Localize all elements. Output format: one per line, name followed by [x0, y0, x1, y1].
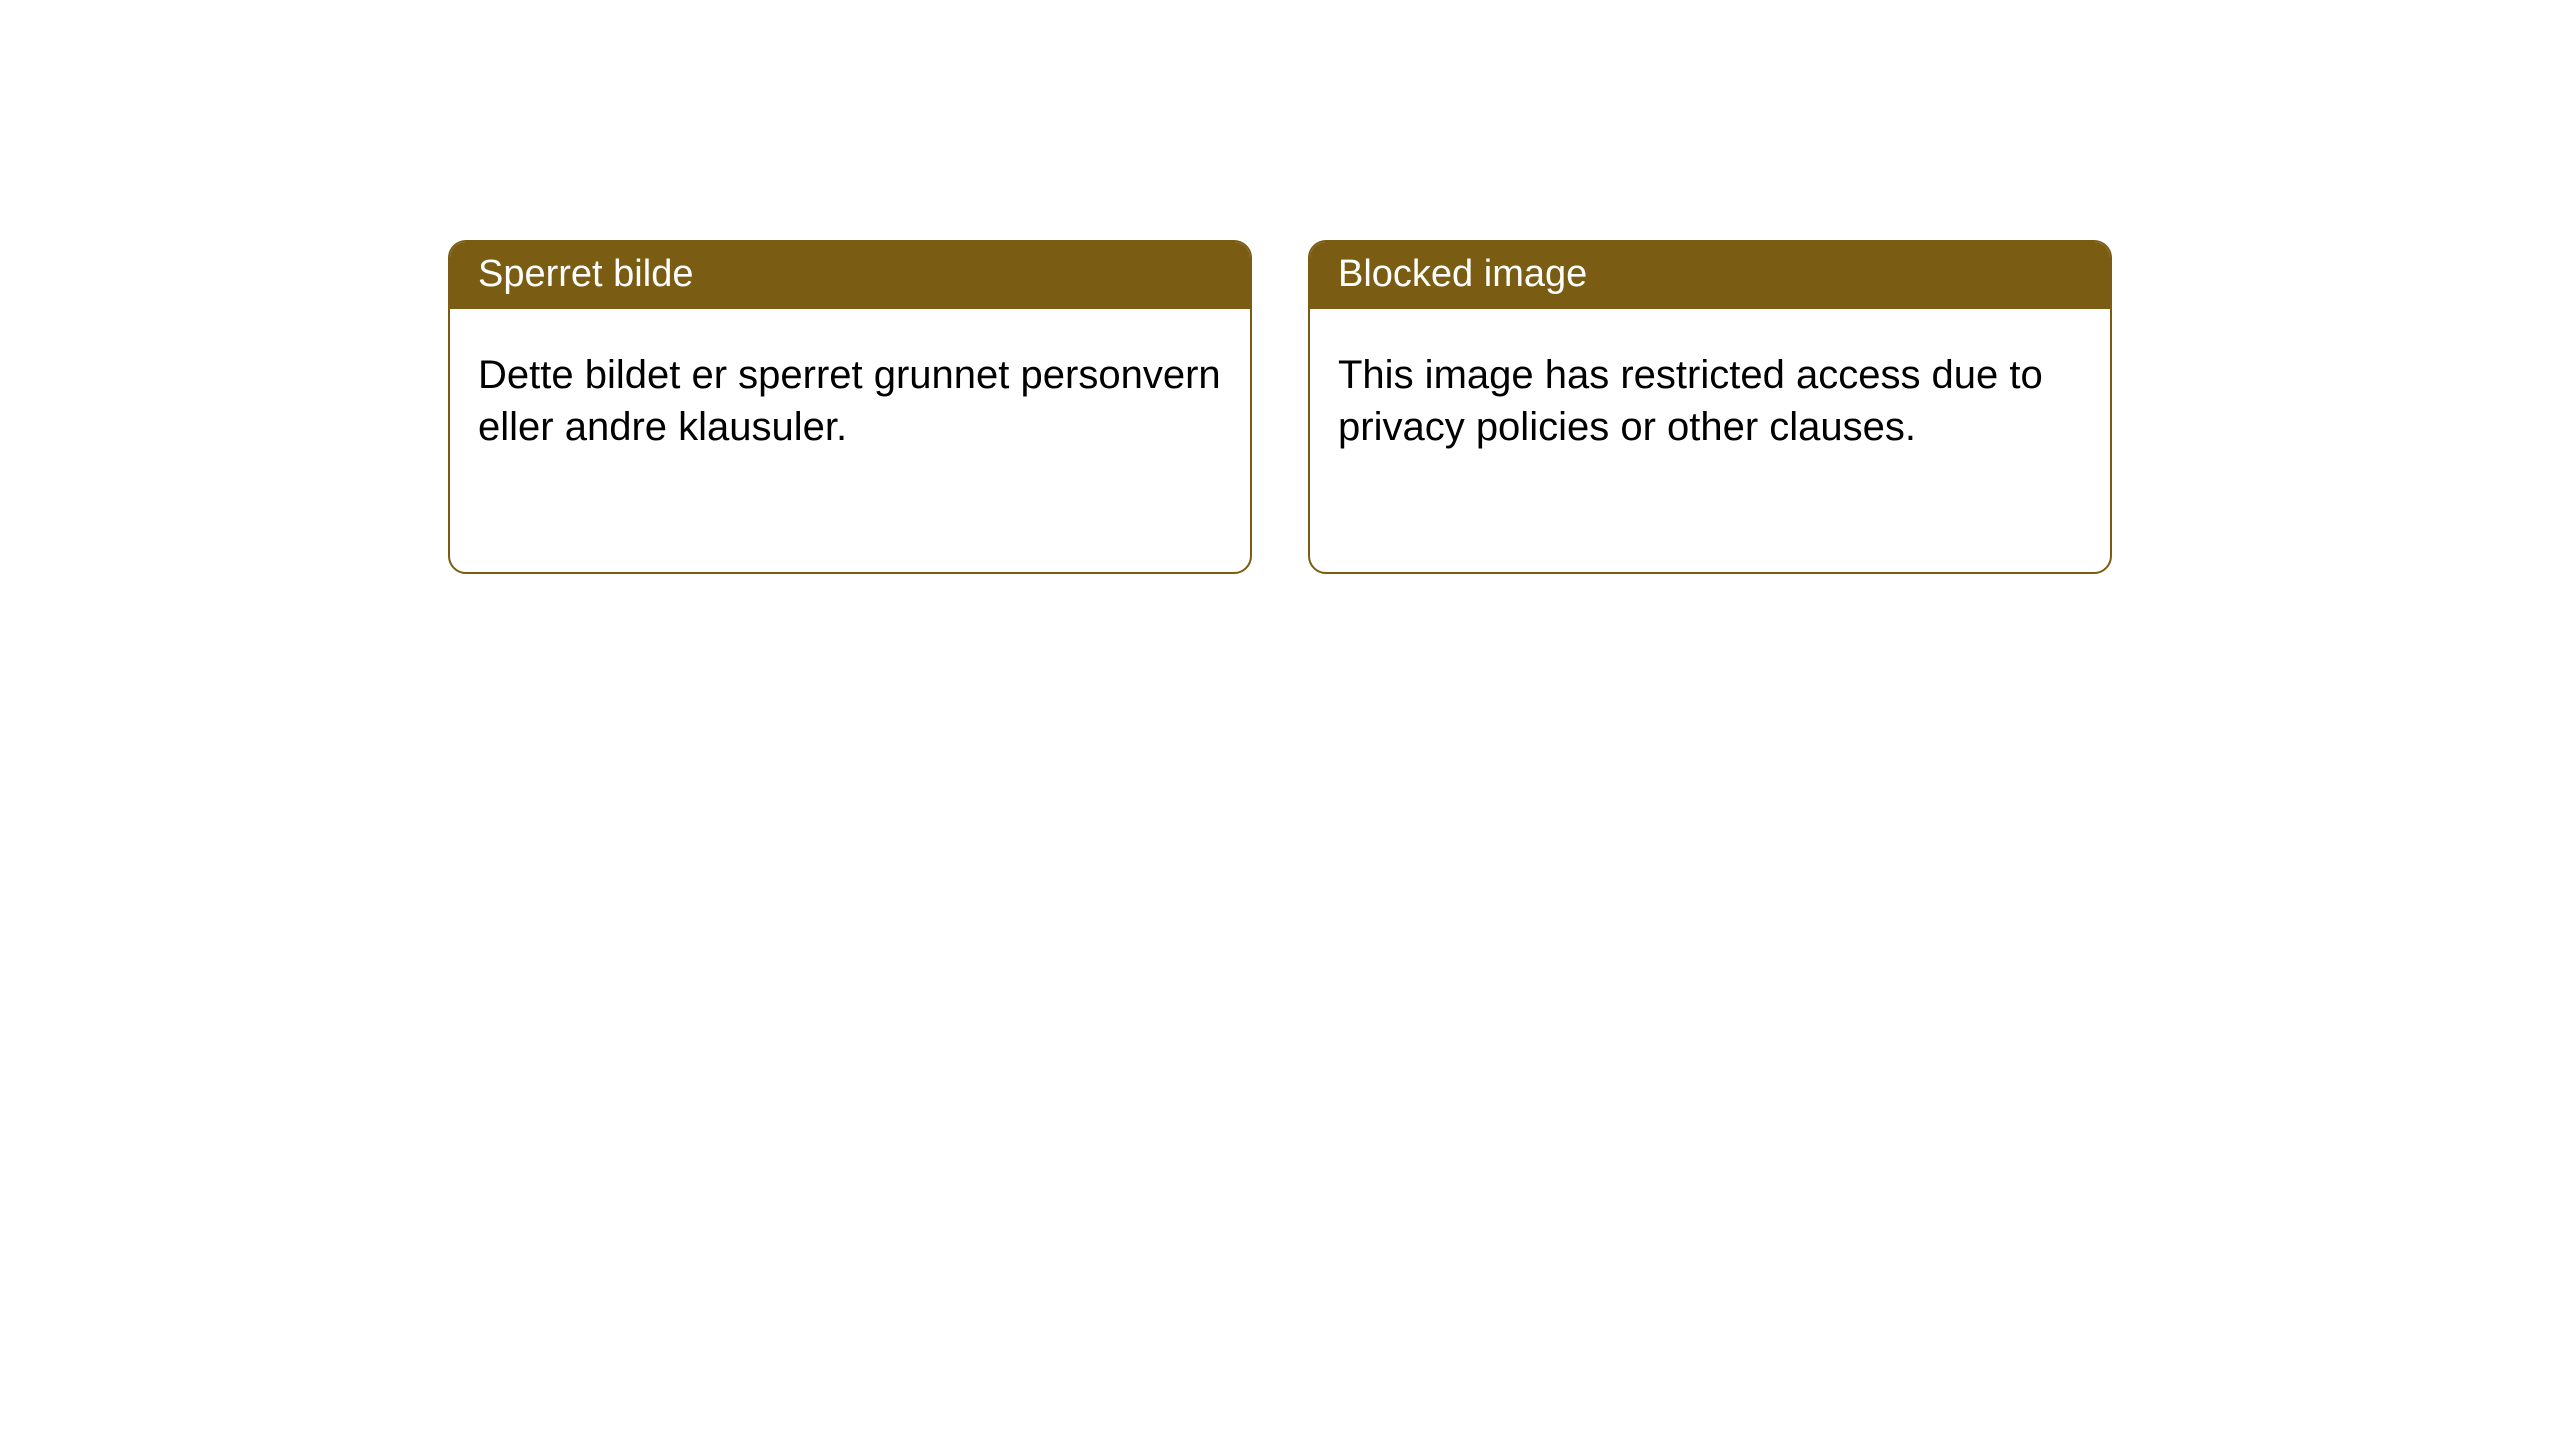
notice-card-english: Blocked image This image has restricted … [1308, 240, 2112, 574]
notice-card-title: Blocked image [1310, 242, 2110, 309]
notice-container: Sperret bilde Dette bildet er sperret gr… [0, 0, 2560, 574]
notice-card-title: Sperret bilde [450, 242, 1250, 309]
notice-card-body: Dette bildet er sperret grunnet personve… [450, 309, 1250, 493]
notice-card-norwegian: Sperret bilde Dette bildet er sperret gr… [448, 240, 1252, 574]
notice-card-body: This image has restricted access due to … [1310, 309, 2110, 493]
